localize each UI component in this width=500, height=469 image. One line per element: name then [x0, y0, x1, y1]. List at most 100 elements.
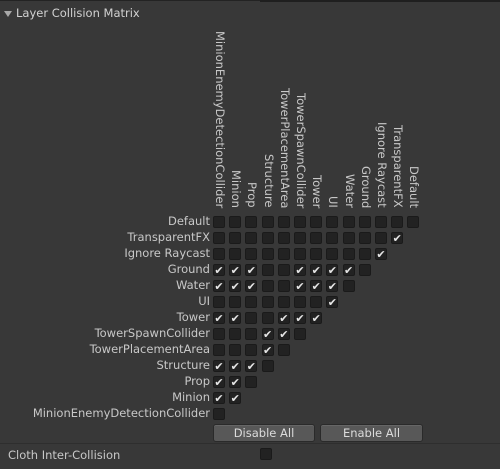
- column-label: UI: [326, 196, 341, 208]
- collision-checkbox[interactable]: [277, 344, 290, 356]
- collision-checkbox[interactable]: [245, 376, 258, 388]
- collision-checkbox[interactable]: [294, 216, 306, 228]
- collision-checkbox[interactable]: ✔: [229, 360, 242, 372]
- collision-checkbox[interactable]: [245, 328, 258, 340]
- collision-checkbox[interactable]: [358, 216, 371, 228]
- collision-checkbox[interactable]: ✔: [375, 248, 387, 260]
- collision-checkbox[interactable]: ✔: [310, 312, 323, 324]
- cloth-inter-collision-checkbox[interactable]: [260, 448, 272, 460]
- collision-checkbox[interactable]: [277, 248, 290, 260]
- collision-checkbox[interactable]: ✔: [310, 264, 323, 276]
- collision-checkbox[interactable]: [277, 296, 290, 308]
- collision-checkbox[interactable]: [229, 344, 242, 356]
- collision-checkbox[interactable]: [213, 232, 225, 244]
- collision-checkbox[interactable]: [375, 216, 387, 228]
- collision-checkbox[interactable]: ✔: [229, 392, 242, 404]
- collision-checkbox[interactable]: [245, 232, 258, 244]
- collision-checkbox[interactable]: [261, 312, 274, 324]
- collision-checkbox[interactable]: ✔: [294, 280, 306, 292]
- collision-checkbox[interactable]: [277, 264, 290, 276]
- collision-checkbox[interactable]: ✔: [245, 360, 258, 372]
- layer-collision-matrix-foldout[interactable]: Layer Collision Matrix: [4, 4, 140, 22]
- collision-checkbox[interactable]: [261, 296, 274, 308]
- collision-checkbox[interactable]: [310, 216, 323, 228]
- collision-checkbox[interactable]: ✔: [229, 280, 242, 292]
- row-label: Tower: [176, 310, 210, 324]
- collision-checkbox[interactable]: [342, 280, 355, 292]
- collision-checkbox[interactable]: [229, 296, 242, 308]
- collision-checkbox[interactable]: [213, 408, 225, 420]
- collision-checkbox[interactable]: [310, 296, 323, 308]
- collision-checkbox[interactable]: [326, 216, 339, 228]
- collision-checkbox[interactable]: [358, 248, 371, 260]
- collision-checkbox[interactable]: [261, 232, 274, 244]
- collision-checkbox[interactable]: [310, 248, 323, 260]
- collision-checkbox[interactable]: ✔: [213, 280, 225, 292]
- row-label: Default: [167, 214, 210, 228]
- collision-checkbox[interactable]: ✔: [229, 376, 242, 388]
- collision-checkbox[interactable]: ✔: [326, 264, 339, 276]
- collision-checkbox[interactable]: ✔: [261, 344, 274, 356]
- collision-checkbox[interactable]: ✔: [213, 264, 225, 276]
- collision-checkbox[interactable]: [245, 312, 258, 324]
- collision-checkbox[interactable]: [294, 328, 306, 340]
- collision-checkbox[interactable]: [213, 216, 225, 228]
- foldout-triangle-icon[interactable]: [4, 10, 12, 17]
- collision-checkbox[interactable]: [229, 216, 242, 228]
- cloth-inter-collision-label: Cloth Inter-Collision: [8, 448, 121, 462]
- collision-checkbox[interactable]: [213, 344, 225, 356]
- collision-checkbox[interactable]: [261, 280, 274, 292]
- collision-checkbox[interactable]: ✔: [342, 264, 355, 276]
- collision-checkbox[interactable]: [245, 296, 258, 308]
- collision-checkbox[interactable]: [213, 328, 225, 340]
- collision-checkbox[interactable]: ✔: [229, 312, 242, 324]
- collision-checkbox[interactable]: ✔: [294, 312, 306, 324]
- collision-checkbox[interactable]: [375, 232, 387, 244]
- collision-checkbox[interactable]: ✔: [245, 280, 258, 292]
- collision-checkbox[interactable]: [245, 216, 258, 228]
- collision-checkbox[interactable]: [245, 344, 258, 356]
- collision-checkbox[interactable]: [358, 264, 371, 276]
- collision-checkbox[interactable]: ✔: [261, 328, 274, 340]
- collision-checkbox[interactable]: [261, 248, 274, 260]
- collision-checkbox[interactable]: [261, 264, 274, 276]
- collision-checkbox[interactable]: ✔: [213, 360, 225, 372]
- collision-checkbox[interactable]: ✔: [213, 376, 225, 388]
- disable-all-button[interactable]: Disable All: [213, 424, 315, 442]
- collision-checkbox[interactable]: ✔: [391, 232, 404, 244]
- collision-checkbox[interactable]: [326, 232, 339, 244]
- collision-checkbox[interactable]: ✔: [310, 280, 323, 292]
- collision-checkbox[interactable]: [407, 216, 420, 228]
- collision-checkbox[interactable]: [213, 296, 225, 308]
- collision-checkbox[interactable]: [358, 232, 371, 244]
- collision-checkbox[interactable]: [391, 216, 404, 228]
- enable-all-button[interactable]: Enable All: [320, 424, 423, 442]
- collision-checkbox[interactable]: ✔: [277, 312, 290, 324]
- collision-checkbox[interactable]: ✔: [245, 264, 258, 276]
- collision-checkbox[interactable]: ✔: [229, 264, 242, 276]
- collision-checkbox[interactable]: [277, 232, 290, 244]
- collision-checkbox[interactable]: [245, 248, 258, 260]
- collision-checkbox[interactable]: [277, 280, 290, 292]
- collision-checkbox[interactable]: ✔: [294, 264, 306, 276]
- collision-checkbox[interactable]: [342, 248, 355, 260]
- collision-checkbox[interactable]: [342, 232, 355, 244]
- collision-checkbox[interactable]: [229, 248, 242, 260]
- collision-checkbox[interactable]: [213, 248, 225, 260]
- collision-checkbox[interactable]: [261, 360, 274, 372]
- collision-checkbox[interactable]: ✔: [213, 312, 225, 324]
- collision-checkbox[interactable]: [229, 328, 242, 340]
- collision-checkbox[interactable]: [261, 216, 274, 228]
- collision-checkbox[interactable]: [342, 216, 355, 228]
- collision-checkbox[interactable]: ✔: [277, 328, 290, 340]
- collision-checkbox[interactable]: [277, 216, 290, 228]
- collision-checkbox[interactable]: [294, 248, 306, 260]
- collision-checkbox[interactable]: [326, 248, 339, 260]
- collision-checkbox[interactable]: [294, 296, 306, 308]
- collision-checkbox[interactable]: [310, 232, 323, 244]
- collision-checkbox[interactable]: ✔: [213, 392, 225, 404]
- collision-checkbox[interactable]: ✔: [326, 280, 339, 292]
- collision-checkbox[interactable]: ✔: [326, 296, 339, 308]
- collision-checkbox[interactable]: [229, 232, 242, 244]
- collision-checkbox[interactable]: [294, 232, 306, 244]
